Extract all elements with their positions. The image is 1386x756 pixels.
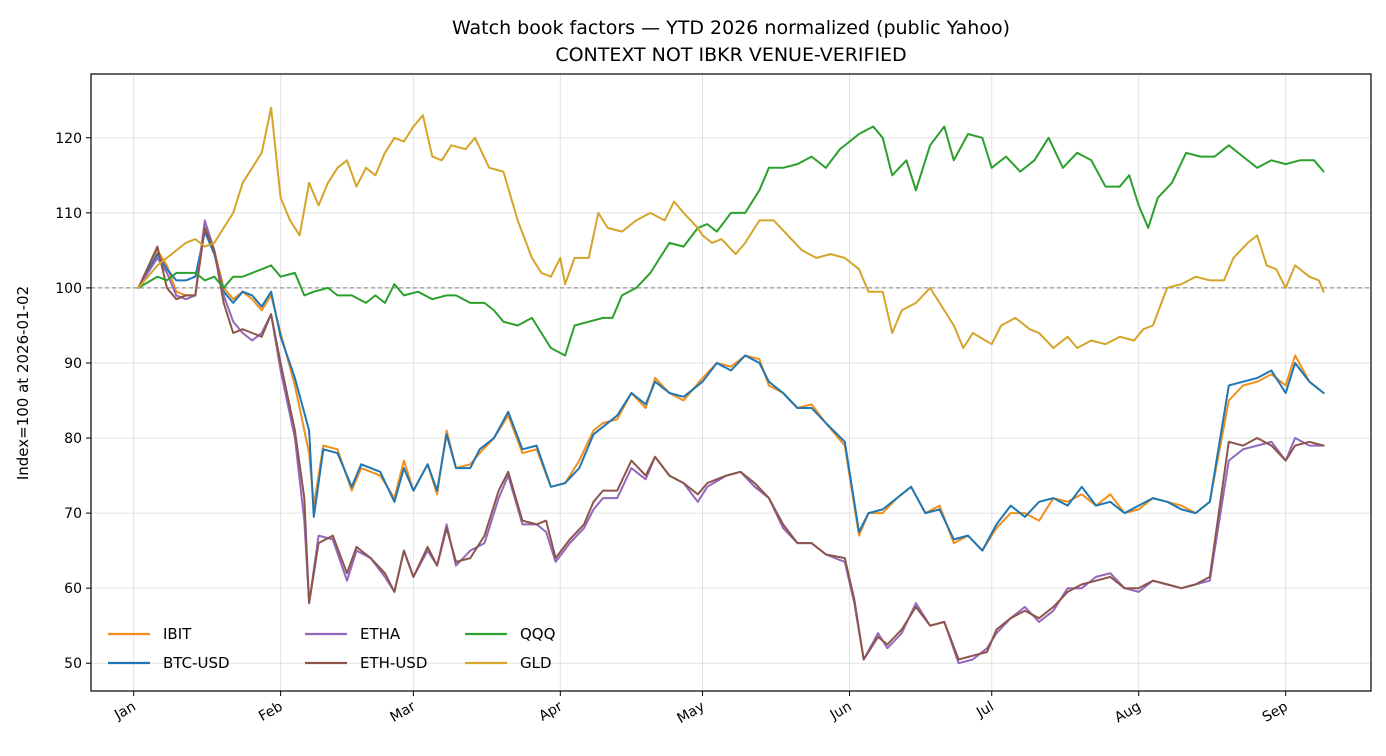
y-tick-label: 110 xyxy=(55,206,82,222)
legend-label-eth-usd: ETH-USD xyxy=(360,654,427,672)
legend: IBIT BTC-USD ETHA ETH-USD QQQ GLD xyxy=(108,625,555,672)
y-tick-label: 70 xyxy=(64,506,82,522)
x-tick-label: Mar xyxy=(387,698,418,725)
series-btc-usd-line xyxy=(137,230,1325,552)
x-tick-label: Jun xyxy=(827,699,855,724)
legend-label-ibit: IBIT xyxy=(163,625,192,643)
series-qqq-line xyxy=(137,125,1325,357)
series-etha-line xyxy=(137,219,1325,665)
x-tick-label: Jul xyxy=(973,699,997,722)
x-tick-label: May xyxy=(674,699,707,727)
chart-title: Watch book factors — YTD 2026 normalized… xyxy=(452,17,1010,39)
y-tick-label: 120 xyxy=(55,131,82,147)
x-tick-label: Apr xyxy=(536,698,565,724)
y-tick-label: 80 xyxy=(64,431,82,447)
chart-subtitle: CONTEXT NOT IBKR VENUE-VERIFIED xyxy=(555,44,906,66)
x-tick-label: Jan xyxy=(111,699,139,724)
y-axis-label: Index=100 at 2026-01-02 xyxy=(14,286,32,480)
y-tick-label: 50 xyxy=(64,656,82,672)
legend-label-gld: GLD xyxy=(520,654,552,672)
y-axis: 50 60 70 80 90 100 110 120 xyxy=(55,131,91,672)
legend-label-etha: ETHA xyxy=(360,625,401,643)
y-tick-label: 100 xyxy=(55,281,82,297)
x-tick-label: Sep xyxy=(1260,699,1291,726)
plot-frame xyxy=(90,73,1372,692)
x-axis: Jan Feb Mar Apr May Jun Jul Aug Sep xyxy=(111,691,1291,727)
x-tick-label: Aug xyxy=(1112,699,1144,727)
series-ibit-line xyxy=(137,223,1325,552)
series-layer xyxy=(137,106,1325,665)
series-gld-line xyxy=(137,106,1325,349)
legend-label-btc-usd: BTC-USD xyxy=(163,654,230,672)
legend-label-qqq: QQQ xyxy=(520,625,555,643)
y-tick-label: 90 xyxy=(64,356,82,372)
y-tick-label: 60 xyxy=(64,581,82,597)
x-tick-label: Feb xyxy=(256,699,286,725)
series-eth-usd-line xyxy=(137,226,1325,661)
